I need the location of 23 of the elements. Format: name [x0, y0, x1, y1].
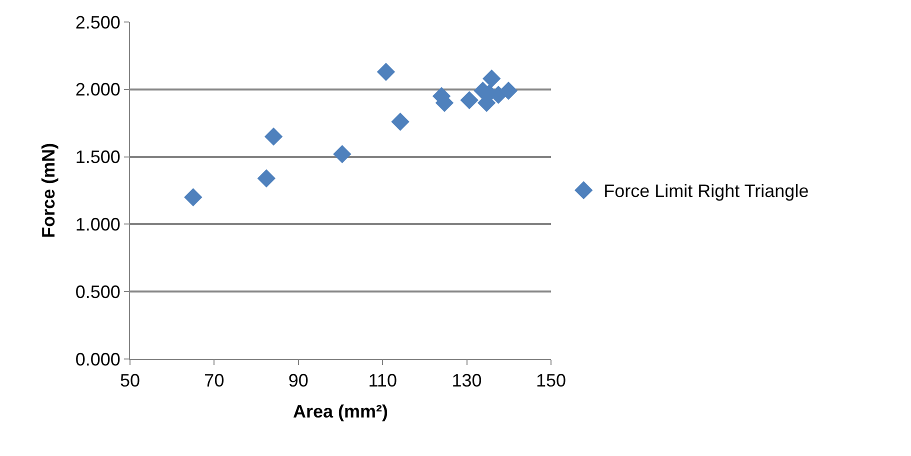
x-axis-title: Area (mm²)	[292, 402, 388, 422]
y-tick-label: 1.000	[75, 214, 120, 234]
legend-label: Force Limit Right Triangle	[604, 181, 809, 202]
y-tick-label: 2.000	[75, 80, 120, 100]
x-tick-label: 150	[536, 370, 566, 391]
point	[184, 188, 202, 206]
point	[264, 127, 283, 146]
point	[391, 112, 410, 131]
point	[482, 70, 501, 88]
point	[376, 62, 396, 81]
point	[333, 145, 352, 164]
x-tick-label: 130	[452, 370, 482, 391]
y-axis-title: Force (mN)	[38, 142, 59, 238]
point	[460, 91, 478, 110]
x-tick-label: 110	[368, 370, 397, 391]
point	[257, 169, 276, 188]
y-tick-label: 0.000	[75, 349, 120, 370]
x-tick-label: 90	[288, 370, 308, 391]
x-tick-label: 70	[204, 370, 224, 391]
x-tick-label: 50	[120, 370, 140, 391]
y-tick-label: 0.500	[75, 282, 120, 302]
y-tick-label: 1.500	[75, 147, 120, 168]
y-tick-label: 2.500	[75, 12, 120, 32]
